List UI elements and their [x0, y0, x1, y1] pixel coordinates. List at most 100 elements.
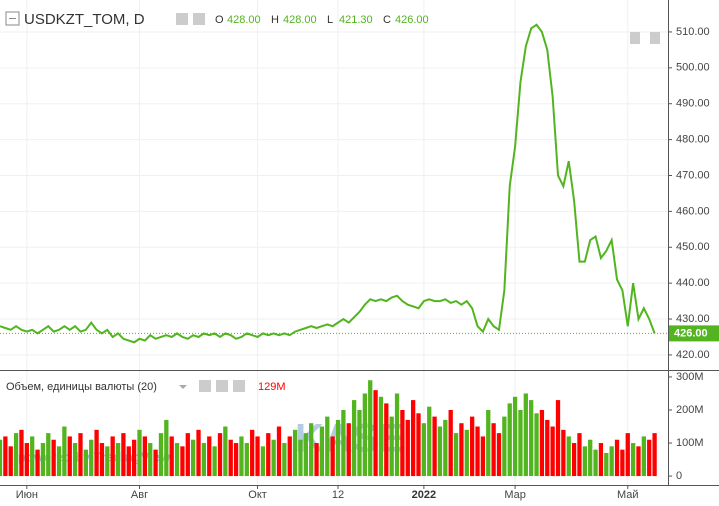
volume-bar: [8, 446, 13, 477]
volume-bar: [271, 439, 276, 477]
volume-bar: [373, 390, 378, 477]
volume-bar: [276, 426, 282, 477]
volume-title: Объем, единицы валюты (20): [6, 381, 157, 393]
volume-bar: [641, 436, 647, 477]
close-icon[interactable]: [233, 380, 245, 392]
volume-bar: [496, 433, 502, 477]
volume-bar: [614, 439, 620, 477]
ohlc-value: 428.00: [283, 14, 317, 26]
x-tick-label: Мар: [504, 489, 526, 501]
volume-bar: [571, 443, 577, 477]
volume-bar: [453, 433, 459, 477]
y-tick-label: 490.00: [676, 98, 710, 110]
volume-bar: [174, 443, 180, 477]
volume-bar: [341, 409, 346, 477]
volume-bar: [625, 433, 630, 477]
volume-bar: [319, 426, 325, 477]
ohlc-name: O: [215, 14, 224, 26]
y-tick-label: 430.00: [676, 313, 710, 325]
volume-bar: [416, 413, 421, 477]
volume-bar: [550, 426, 555, 477]
dropdown-icon[interactable]: [179, 385, 187, 389]
volume-bar: [228, 439, 233, 477]
scroll-icon[interactable]: [650, 32, 660, 44]
volume-bar: [24, 443, 29, 477]
ohlc-value: 426.00: [395, 14, 429, 26]
volume-bar: [400, 409, 405, 477]
volume-bar: [604, 452, 609, 477]
minimize-icon[interactable]: [5, 11, 20, 26]
volume-bar: [384, 403, 389, 477]
eye-icon[interactable]: [199, 380, 211, 392]
volume-bar: [620, 449, 625, 477]
volume-bar: [577, 433, 582, 477]
volume-bar: [410, 400, 416, 477]
y-tick-label: 480.00: [676, 134, 710, 146]
volume-bar: [335, 419, 341, 477]
volume-bar: [566, 436, 571, 477]
symbol-title: USDKZT_TOM, D: [24, 11, 145, 28]
scroll-icon[interactable]: [630, 32, 640, 44]
ohlc-legend: O 428.00 H 428.00 L 421.30 C 426.00: [215, 14, 429, 26]
volume-bar: [437, 426, 443, 477]
volume-bar: [309, 423, 314, 477]
ohlc-value: 421.30: [339, 14, 373, 26]
x-tick-label: Окт: [248, 489, 267, 501]
volume-bar: [292, 429, 298, 477]
eye-icon[interactable]: [176, 13, 188, 25]
volume-bar: [652, 433, 657, 477]
volume-bar: [282, 443, 287, 477]
volume-bar: [346, 423, 351, 477]
volume-bar: [561, 429, 566, 477]
volume-bar: [99, 443, 105, 477]
volume-bar: [475, 426, 480, 477]
volume-bar: [507, 403, 512, 477]
volume-bar: [593, 449, 598, 477]
volume-bar: [432, 416, 437, 477]
volume-bar: [244, 443, 249, 477]
y-tick-label: 440.00: [676, 277, 710, 289]
volume-bar: [169, 436, 174, 477]
volume-bar: [555, 400, 561, 477]
volume-bar: [67, 436, 72, 477]
volume-bar: [185, 433, 190, 477]
x-tick-label: Май: [617, 489, 639, 501]
volume-bar: [153, 449, 158, 477]
x-tick-label: Июн: [16, 489, 38, 501]
volume-bar: [266, 433, 271, 477]
settings-icon[interactable]: [216, 380, 228, 392]
settings-icon[interactable]: [193, 13, 205, 25]
ohlc-name: H: [271, 14, 279, 26]
volume-bar: [464, 429, 469, 477]
grid: [0, 0, 668, 485]
price-line: [0, 23, 656, 344]
x-tick-label: 2022: [412, 489, 436, 501]
volume-bar: [239, 436, 244, 477]
volume-bar: [394, 393, 400, 477]
volume-bar: [137, 429, 142, 477]
volume-bar: [357, 409, 362, 477]
volume-bar: [46, 433, 51, 477]
volume-bar: [115, 443, 121, 477]
y-tick-label: 510.00: [676, 26, 710, 38]
y-tick-label: 420.00: [676, 349, 710, 361]
volume-bar: [405, 419, 410, 477]
ohlc-name: L: [327, 14, 333, 26]
volume-bar: [223, 426, 228, 477]
volume-bar: [196, 429, 201, 477]
volume-bar: [303, 433, 308, 477]
volume-bar: [158, 433, 164, 477]
volume-bar: [598, 443, 604, 477]
x-tick-label: Авг: [131, 489, 148, 501]
volume-bar: [0, 439, 3, 477]
volume-bar: [421, 423, 427, 477]
last-price-label: 426.00: [674, 327, 708, 339]
volume-bar: [368, 380, 373, 477]
volume-bar: [94, 429, 99, 477]
volume-bar: [491, 423, 496, 477]
volume-bar: [636, 446, 641, 477]
volume-bar: [529, 400, 534, 477]
volume-bar: [164, 419, 169, 477]
volume-bar: [105, 446, 110, 477]
